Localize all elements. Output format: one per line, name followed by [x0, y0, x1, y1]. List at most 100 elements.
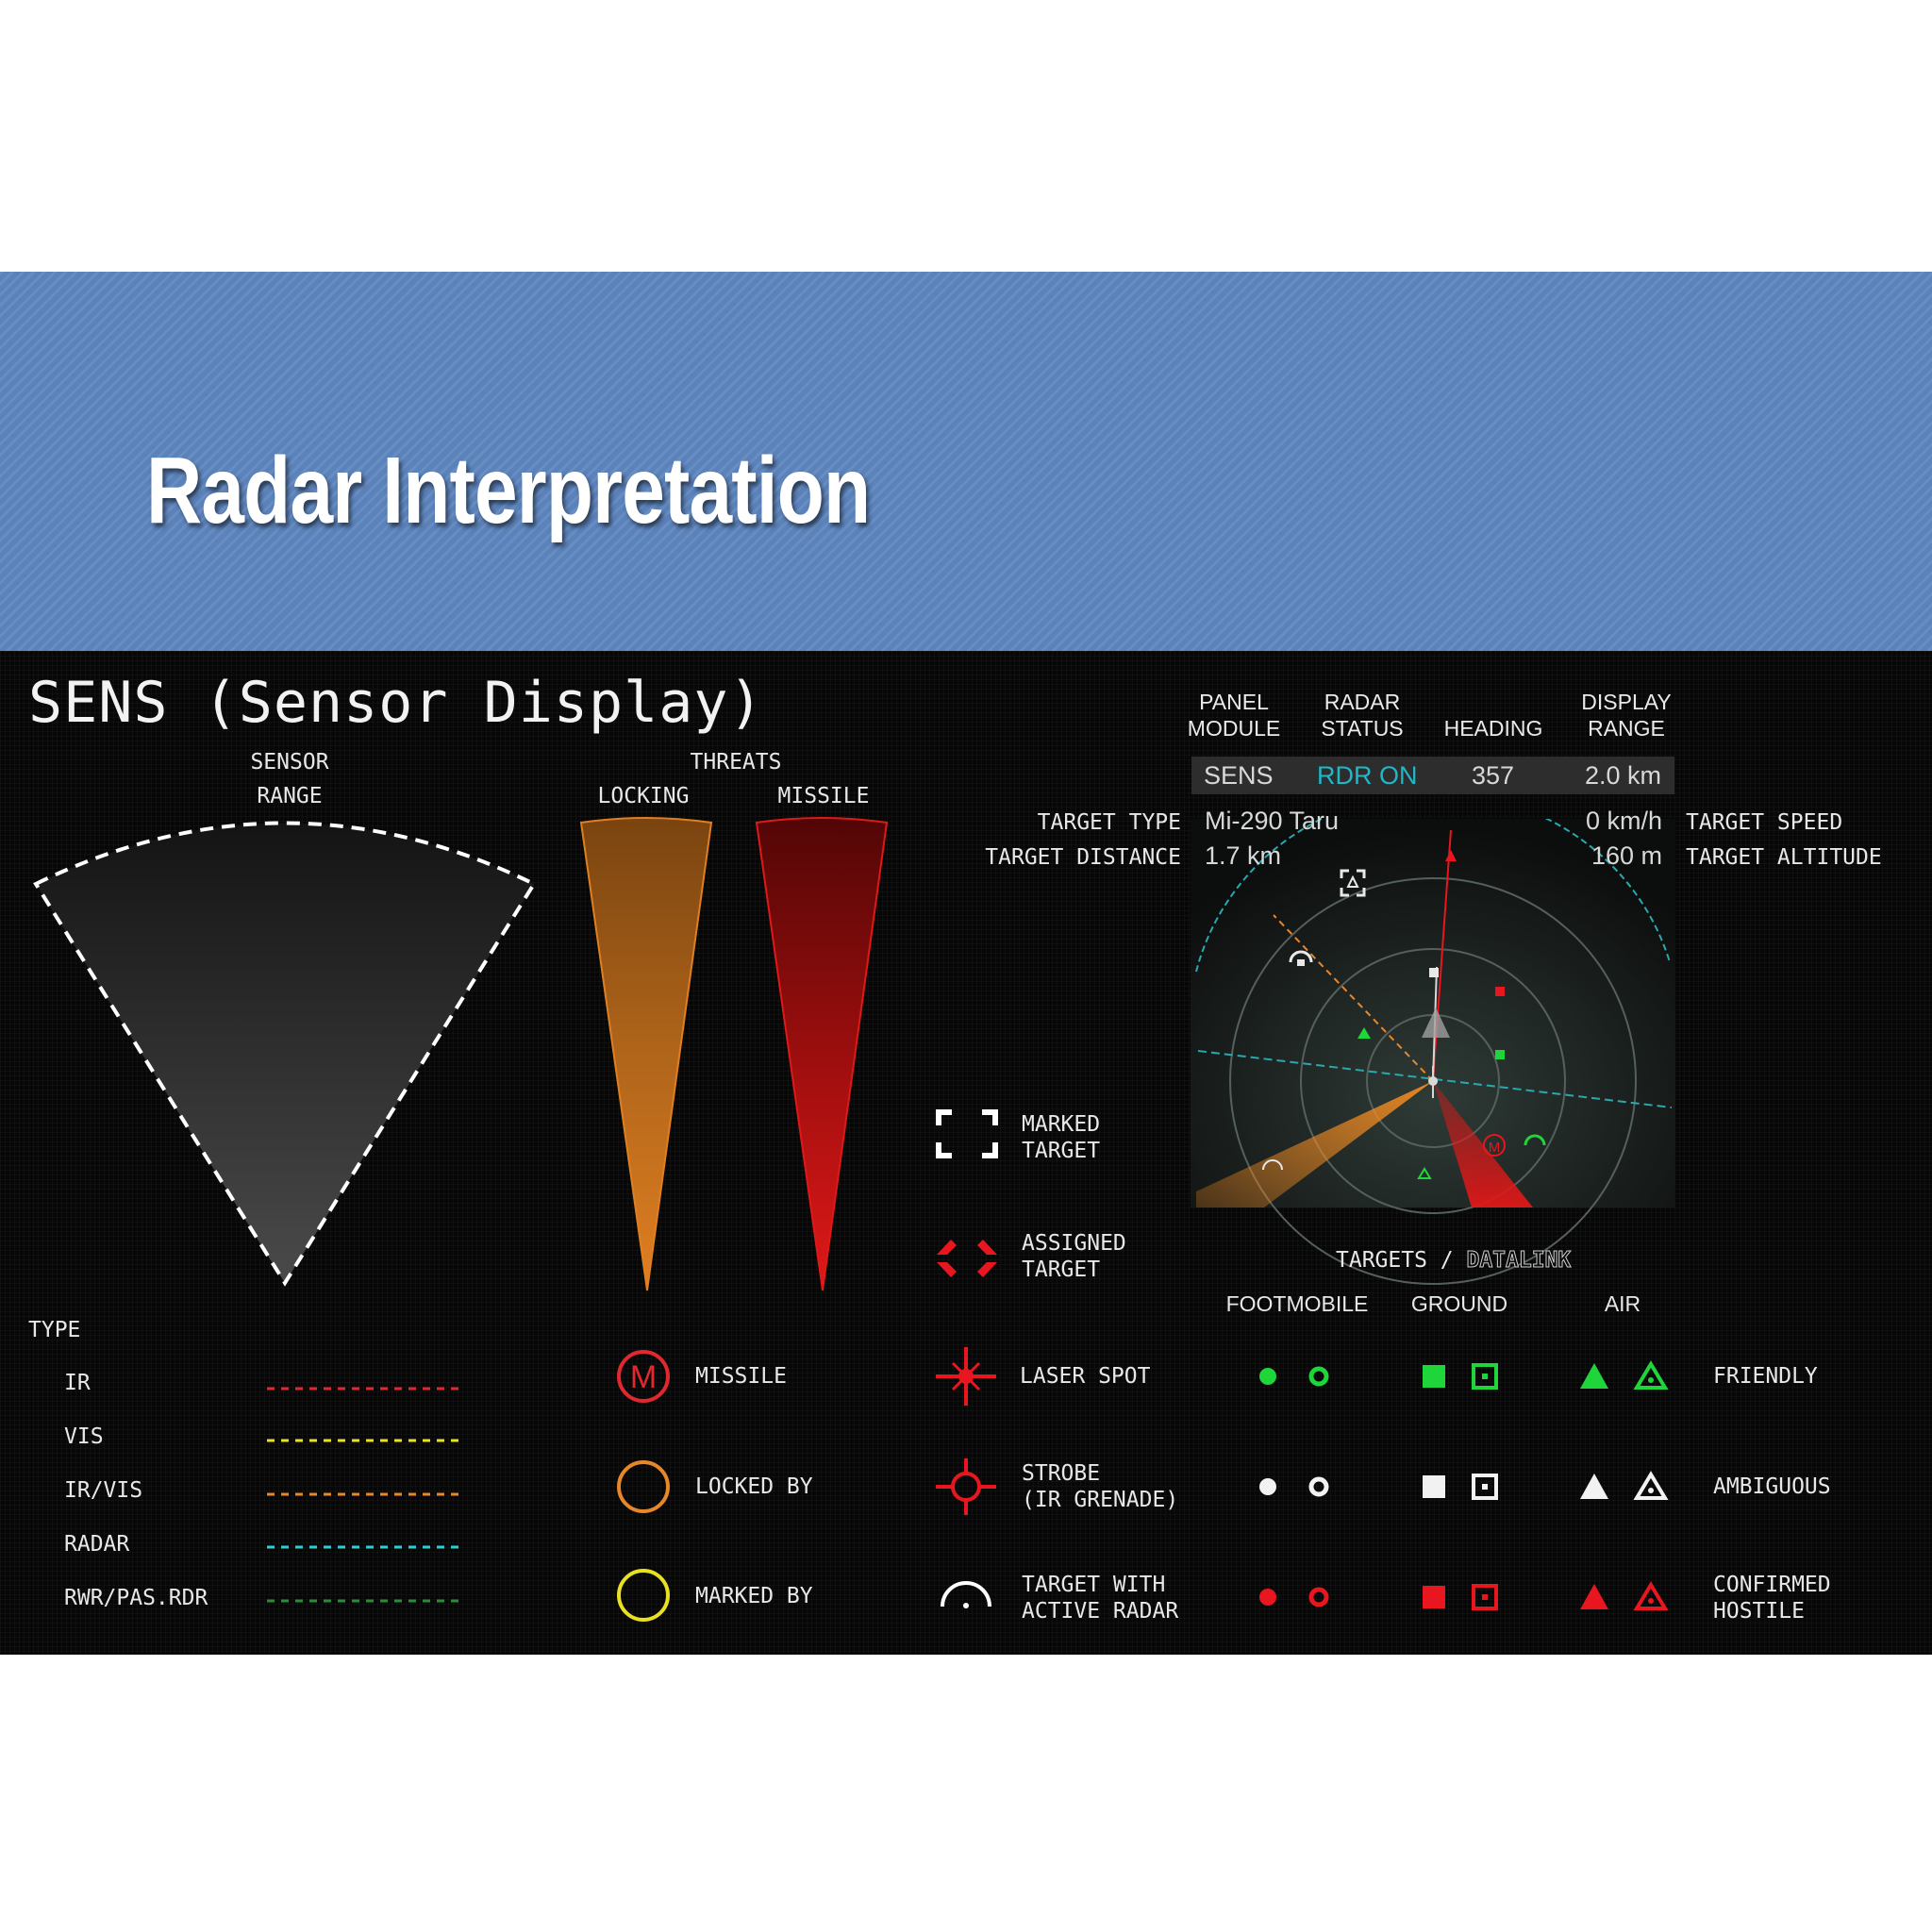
panel-module-value: SENS: [1204, 761, 1274, 790]
footmobile-friendly-outline-icon: [1308, 1366, 1329, 1387]
sensor-graphics: M: [33, 817, 1675, 1622]
strobe-line2: (IR GRENADE): [1022, 1488, 1179, 1512]
type-radar-label: RADAR: [64, 1532, 130, 1557]
type-irvis-label: IR/VIS: [64, 1478, 143, 1503]
marked-by-circle-icon: [617, 1569, 670, 1622]
radar-status-header: RADAR STATUS: [1306, 689, 1419, 741]
heading-header: HEADING: [1443, 716, 1543, 741]
svg-text:M: M: [630, 1359, 657, 1395]
radar-status-value: RDR ON: [1317, 761, 1418, 790]
row-hostile-line1: CONFIRMED: [1713, 1573, 1831, 1597]
row-hostile-line2: HOSTILE: [1713, 1599, 1805, 1624]
laser-spot-label: LASER SPOT: [1020, 1364, 1151, 1389]
type-vis-label: VIS: [64, 1424, 104, 1449]
display-range-header: DISPLAY RANGE: [1566, 689, 1687, 741]
type-heading: TYPE: [28, 1318, 81, 1342]
panel-title: SENS (Sensor Display): [28, 670, 764, 736]
ground-friendly-outline-icon: [1472, 1363, 1498, 1390]
svg-text:M: M: [1489, 1140, 1501, 1156]
air-hostile-outline-icon: [1633, 1581, 1669, 1610]
panel-module-header: PANEL MODULE: [1177, 689, 1291, 741]
air-ambiguous-outline-icon: [1633, 1471, 1669, 1500]
radar-status-line1: RADAR: [1324, 690, 1401, 714]
datalink-friendly-row: [1259, 1360, 1669, 1390]
air-hostile-filled-icon: [1580, 1584, 1608, 1609]
strobe-label: STROBE (IR GRENADE): [1022, 1460, 1178, 1513]
locked-by-label: LOCKED BY: [695, 1474, 813, 1499]
strobe-line1: STROBE: [1022, 1461, 1101, 1486]
air-friendly-outline-icon: [1633, 1360, 1669, 1390]
target-type-label: TARGET TYPE: [1037, 810, 1181, 835]
display-range-value: 2.0 km: [1585, 761, 1662, 790]
mini-radar-display: M: [1191, 819, 1675, 1285]
display-range-line1: DISPLAY: [1581, 690, 1672, 714]
ground-friendly-filled-icon: [1423, 1365, 1445, 1388]
strobe-icon: [936, 1458, 996, 1515]
datalink-heading: TARGETS / DATALINK: [1336, 1247, 1572, 1274]
sensor-range-line2: RANGE: [257, 784, 323, 808]
status-bar: [1191, 757, 1674, 794]
panel-module-line1: PANEL: [1199, 690, 1269, 714]
locked-by-circle-icon: [617, 1460, 670, 1513]
footmobile-hostile-filled-icon: [1259, 1589, 1276, 1606]
footmobile-ambiguous-outline-icon: [1308, 1476, 1329, 1497]
row-hostile-label: CONFIRMED HOSTILE: [1713, 1572, 1831, 1624]
marked-target-line1: MARKED: [1022, 1112, 1101, 1137]
marked-target-icon: [936, 1109, 998, 1158]
assigned-target-label: ASSIGNED TARGET: [1022, 1230, 1126, 1283]
ground-ambiguous-filled-icon: [1423, 1475, 1445, 1498]
missile-label: MISSILE: [777, 784, 870, 808]
assigned-target-icon: [937, 1240, 997, 1277]
active-radar-icon: [941, 1581, 991, 1608]
air-ambiguous-filled-icon: [1580, 1474, 1608, 1499]
target-altitude-label: TARGET ALTITUDE: [1686, 845, 1882, 870]
radar-status-line2: STATUS: [1321, 716, 1404, 741]
footmobile-friendly-filled-icon: [1259, 1368, 1276, 1385]
target-altitude-value: 160 m: [1591, 841, 1662, 870]
assigned-target-line2: TARGET: [1022, 1257, 1101, 1282]
threats-label: THREATS: [690, 750, 782, 774]
column-ground: GROUND: [1410, 1291, 1508, 1316]
active-radar-line2: ACTIVE RADAR: [1022, 1599, 1179, 1624]
sensor-display-panel: SENS (Sensor Display): [0, 651, 1932, 1655]
datalink-hostile-row: [1259, 1581, 1669, 1610]
type-rwr-label: RWR/PAS.RDR: [64, 1586, 208, 1610]
ground-hostile-outline-icon: [1472, 1584, 1498, 1610]
targets-heading: TARGETS /: [1336, 1248, 1454, 1273]
missile-cone: [755, 817, 889, 1291]
datalink-ambiguous-row: [1259, 1471, 1669, 1500]
marked-by-label: MARKED BY: [695, 1584, 813, 1608]
heading-value: 357: [1472, 761, 1515, 790]
marked-target-line2: TARGET: [1022, 1139, 1101, 1163]
ground-ambiguous-outline-icon: [1472, 1474, 1498, 1500]
assigned-target-line1: ASSIGNED: [1022, 1231, 1126, 1256]
marked-target-label: MARKED TARGET: [1022, 1111, 1100, 1164]
sensor-range-line1: SENSOR: [250, 750, 329, 774]
column-air: AIR: [1604, 1291, 1641, 1316]
footmobile-ambiguous-filled-icon: [1259, 1478, 1276, 1495]
row-friendly-label: FRIENDLY: [1713, 1364, 1818, 1389]
ground-hostile-filled-icon: [1423, 1586, 1445, 1608]
missile-m-icon: M: [617, 1350, 670, 1403]
sensor-range-label: SENSOR RANGE: [219, 749, 360, 809]
slide-title: Radar Interpretation: [146, 438, 871, 543]
locking-cone: [579, 817, 713, 1291]
datalink-subheading: DATALINK: [1466, 1248, 1572, 1274]
target-speed-label: TARGET SPEED: [1686, 810, 1843, 835]
air-friendly-filled-icon: [1580, 1363, 1608, 1389]
footmobile-hostile-outline-icon: [1308, 1587, 1329, 1607]
target-type-value: Mi-290 Taru: [1205, 807, 1340, 835]
active-radar-line1: TARGET WITH: [1022, 1573, 1166, 1597]
title-banner: Radar Interpretation: [0, 272, 1932, 651]
target-speed-value: 0 km/h: [1585, 807, 1662, 835]
type-ir-label: IR: [64, 1371, 91, 1395]
locking-label: LOCKING: [597, 784, 690, 808]
column-footmobile: FOOTMOBILE: [1225, 1291, 1369, 1316]
panel-module-line2: MODULE: [1187, 716, 1281, 741]
sensor-range-sector: [33, 821, 537, 1287]
row-ambiguous-label: AMBIGUOUS: [1713, 1474, 1831, 1499]
missile-symbol-label: MISSILE: [695, 1364, 787, 1389]
active-radar-label: TARGET WITH ACTIVE RADAR: [1022, 1572, 1178, 1624]
target-distance-label: TARGET DISTANCE: [985, 845, 1181, 870]
laser-spot-icon: [936, 1347, 996, 1406]
